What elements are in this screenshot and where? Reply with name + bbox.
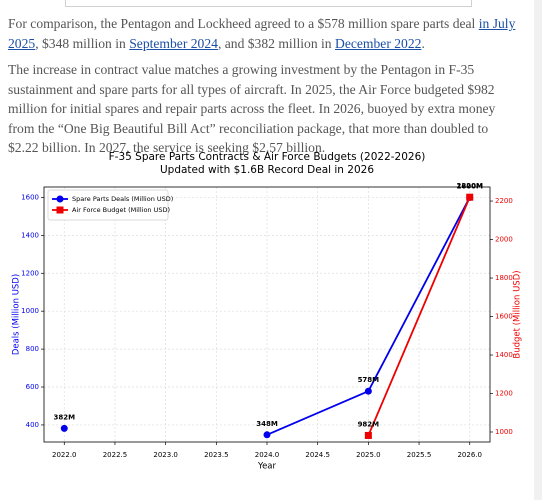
- x-tick-label: 2026.0: [457, 451, 482, 459]
- y-tick-label: 1000: [21, 307, 39, 315]
- point: [364, 431, 372, 439]
- legend-label: Air Force Budget (Million USD): [72, 206, 170, 214]
- x-tick-label: 2025.5: [407, 451, 432, 459]
- y-tick-label: 1400: [21, 231, 39, 239]
- data-label: 382M: [53, 413, 75, 421]
- y-tick-label: 1200: [21, 269, 39, 277]
- legend-label: Spare Parts Deals (Million USD): [72, 195, 173, 203]
- y-axis-label: Deals (Million USD): [12, 274, 22, 355]
- paragraph: The increase in contract value matches a…: [8, 62, 496, 155]
- x-tick-label: 2022.0: [52, 451, 77, 459]
- chart-title: F-35 Spare Parts Contracts & Air Force B…: [109, 151, 426, 163]
- text: , $348 million in: [35, 35, 130, 51]
- x-tick-label: 2023.5: [204, 451, 229, 459]
- y2-tick-label: 1600: [495, 313, 513, 321]
- text: , and $382 million in: [217, 35, 335, 51]
- y-tick-label: 400: [26, 421, 39, 429]
- link[interactable]: September 2024: [129, 35, 218, 51]
- y2-tick-label: 1400: [495, 351, 513, 359]
- legend-marker: [56, 195, 64, 203]
- link[interactable]: December 2022: [335, 35, 422, 51]
- x-axis-label: Year: [257, 462, 277, 472]
- x-tick-label: 2025.0: [356, 451, 381, 459]
- data-label: 982M: [358, 420, 380, 428]
- data-label: 1600M: [457, 182, 483, 190]
- chart-subtitle: Updated with $1.6B Record Deal in 2026: [160, 164, 374, 176]
- scrollbar: [534, 0, 542, 500]
- y-tick-label: 800: [26, 345, 39, 353]
- y2-tick-label: 1800: [495, 274, 513, 282]
- y2-axis-label: Budget (Million USD): [513, 270, 523, 358]
- link[interactable]: in July 2025: [8, 16, 516, 51]
- point: [364, 387, 372, 395]
- data-label: 578M: [358, 376, 380, 384]
- legend-box: [47, 189, 169, 221]
- legend-marker: [56, 206, 64, 214]
- data-label: 348M: [256, 420, 278, 428]
- data-label: 2220M: [457, 182, 483, 190]
- chart: F-35 Spare Parts Contracts & Air Force B…: [12, 151, 523, 472]
- point: [60, 424, 68, 432]
- x-tick-label: 2022.5: [103, 451, 128, 459]
- plot-frame: [43, 186, 491, 443]
- y2-tick-label: 1000: [495, 428, 513, 436]
- text: .: [421, 35, 425, 51]
- text: For comparison, the Pentagon and Lockhee…: [8, 16, 479, 31]
- y-tick-label: 600: [26, 383, 39, 391]
- x-tick-label: 2024.5: [305, 451, 330, 459]
- point: [263, 431, 271, 439]
- y-tick-label: 1600: [21, 193, 39, 201]
- y2-tick-label: 2200: [495, 197, 513, 205]
- embed-frame: [65, 0, 472, 7]
- paragraph: For comparison, the Pentagon and Lockhee…: [8, 14, 518, 53]
- y2-tick-label: 1200: [495, 390, 513, 398]
- point: [466, 193, 474, 201]
- x-tick-label: 2023.0: [153, 451, 178, 459]
- x-tick-label: 2024.0: [255, 451, 280, 459]
- y2-tick-label: 2000: [495, 236, 513, 244]
- series-line: [367, 196, 471, 436]
